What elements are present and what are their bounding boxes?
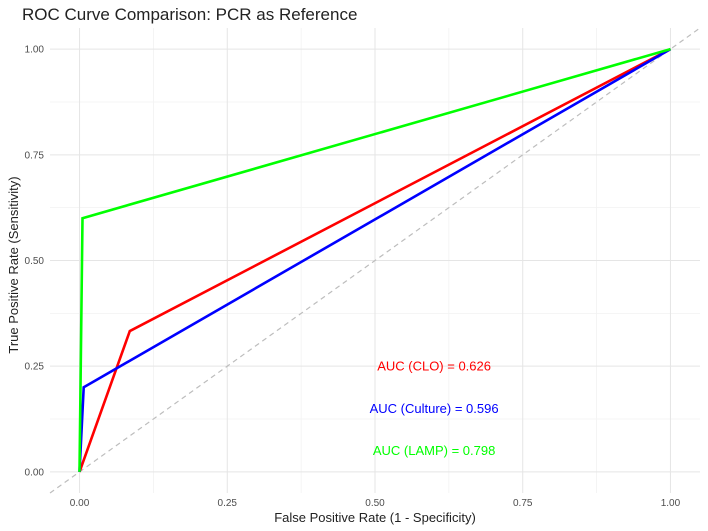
y-tick-label: 0.25 (25, 362, 45, 373)
roc-series (78, 47, 672, 473)
y-tick-label: 1.00 (25, 45, 45, 56)
y-tick-label: 0.75 (25, 150, 45, 161)
y-tick-label: 0.50 (25, 256, 45, 267)
chart-title: ROC Curve Comparison: PCR as Reference (22, 5, 357, 24)
x-tick-label: 0.25 (218, 498, 238, 509)
x-tick-labels: 0.00 0.25 0.50 0.75 1.00 (70, 498, 681, 509)
x-tick-label: 0.75 (513, 498, 533, 509)
x-tick-label: 0.50 (365, 498, 385, 509)
auc-culture-label: AUC (Culture) = 0.596 (370, 401, 499, 416)
reference-line (49, 27, 701, 494)
x-tick-label: 1.00 (661, 498, 681, 509)
y-axis-label: True Positive Rate (Sensitivity) (6, 176, 21, 353)
x-axis-label: False Positive Rate (1 - Specificity) (274, 510, 476, 525)
y-tick-label: 0.00 (25, 467, 45, 478)
auc-annotations: AUC (CLO) = 0.626 AUC (Culture) = 0.596 AU… (370, 359, 499, 459)
lamp-roc-line (78, 47, 671, 472)
clo-roc-line (78, 47, 672, 473)
auc-lamp-label: AUC (LAMP) = 0.798 (373, 443, 495, 458)
reference-diagonal (49, 27, 701, 494)
x-tick-label: 0.00 (70, 498, 90, 509)
y-tick-labels: 0.00 0.25 0.50 0.75 1.00 (25, 45, 45, 479)
major-gridlines (50, 28, 700, 493)
auc-clo-label: AUC (CLO) = 0.626 (377, 359, 491, 374)
